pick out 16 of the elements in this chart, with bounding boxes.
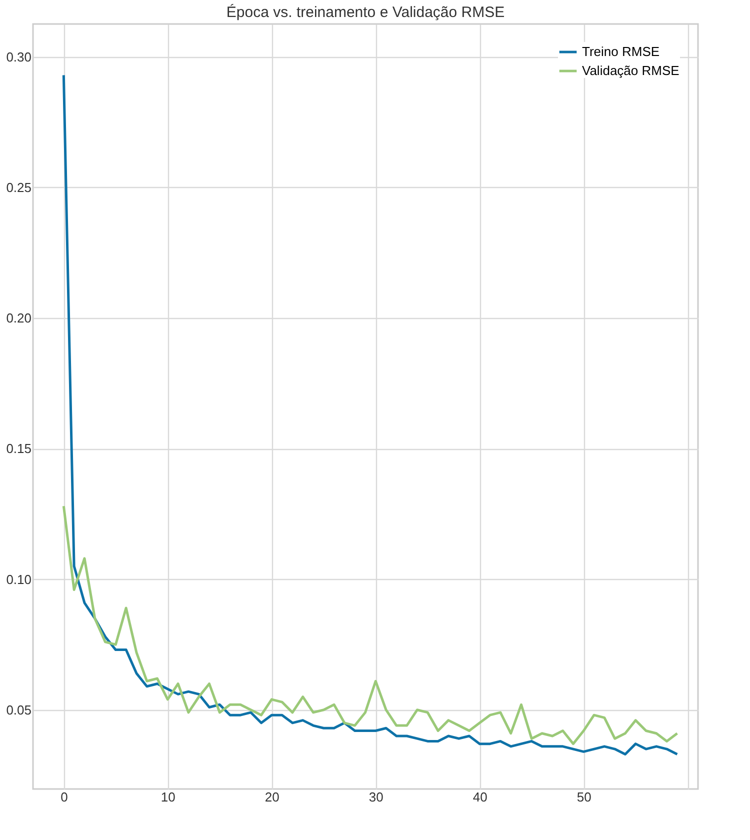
y-tick-label: 0.05 — [6, 702, 32, 718]
x-tick-label: 10 — [160, 790, 176, 804]
line-series — [62, 504, 678, 746]
legend-label: Validação RMSE — [582, 63, 680, 78]
x-tick-label: 30 — [368, 790, 384, 804]
chart-title: Época vs. treinamento e Validação RMSE — [226, 3, 505, 21]
x-tick-label: 40 — [472, 790, 488, 804]
y-tick-label: 0.20 — [6, 310, 32, 326]
y-tick-label: 0.30 — [6, 49, 32, 64]
y-tick-label: 0.10 — [6, 572, 32, 587]
y-tick-label: 0.15 — [6, 441, 32, 456]
x-tick-label: 50 — [576, 790, 592, 804]
legend-label: Treino RMSE — [582, 44, 660, 59]
x-tick-label: 20 — [264, 790, 280, 804]
y-tick-label: 0.25 — [6, 180, 32, 195]
x-tick-label: 0 — [60, 790, 68, 804]
